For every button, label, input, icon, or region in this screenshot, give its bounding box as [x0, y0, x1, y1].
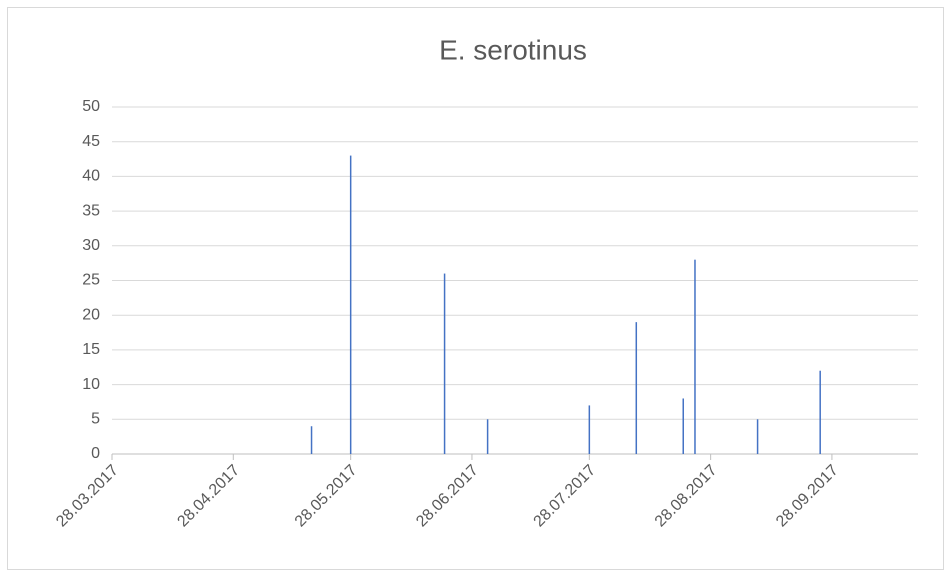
y-tick-label: 35	[82, 202, 100, 219]
y-tick-label: 10	[82, 376, 100, 393]
bar	[756, 419, 759, 454]
chart-title: E. serotinus	[439, 34, 587, 65]
y-tick-label: 25	[82, 272, 100, 289]
y-tick-label: 30	[82, 237, 100, 254]
bar	[588, 405, 591, 454]
y-tick-label: 15	[82, 341, 100, 358]
y-tick-label: 50	[82, 98, 100, 115]
bar	[443, 273, 446, 454]
bar	[349, 155, 352, 454]
bar	[694, 259, 696, 454]
bar	[682, 398, 684, 454]
bar	[310, 426, 313, 454]
y-tick-label: 45	[82, 133, 100, 150]
bar	[635, 322, 638, 454]
chart-frame	[7, 7, 944, 570]
y-tick-label: 20	[82, 306, 100, 323]
y-tick-label: 0	[91, 445, 100, 462]
bar	[819, 370, 821, 454]
y-tick-label: 40	[82, 168, 100, 185]
y-tick-label: 5	[91, 411, 100, 428]
bar	[486, 419, 489, 454]
